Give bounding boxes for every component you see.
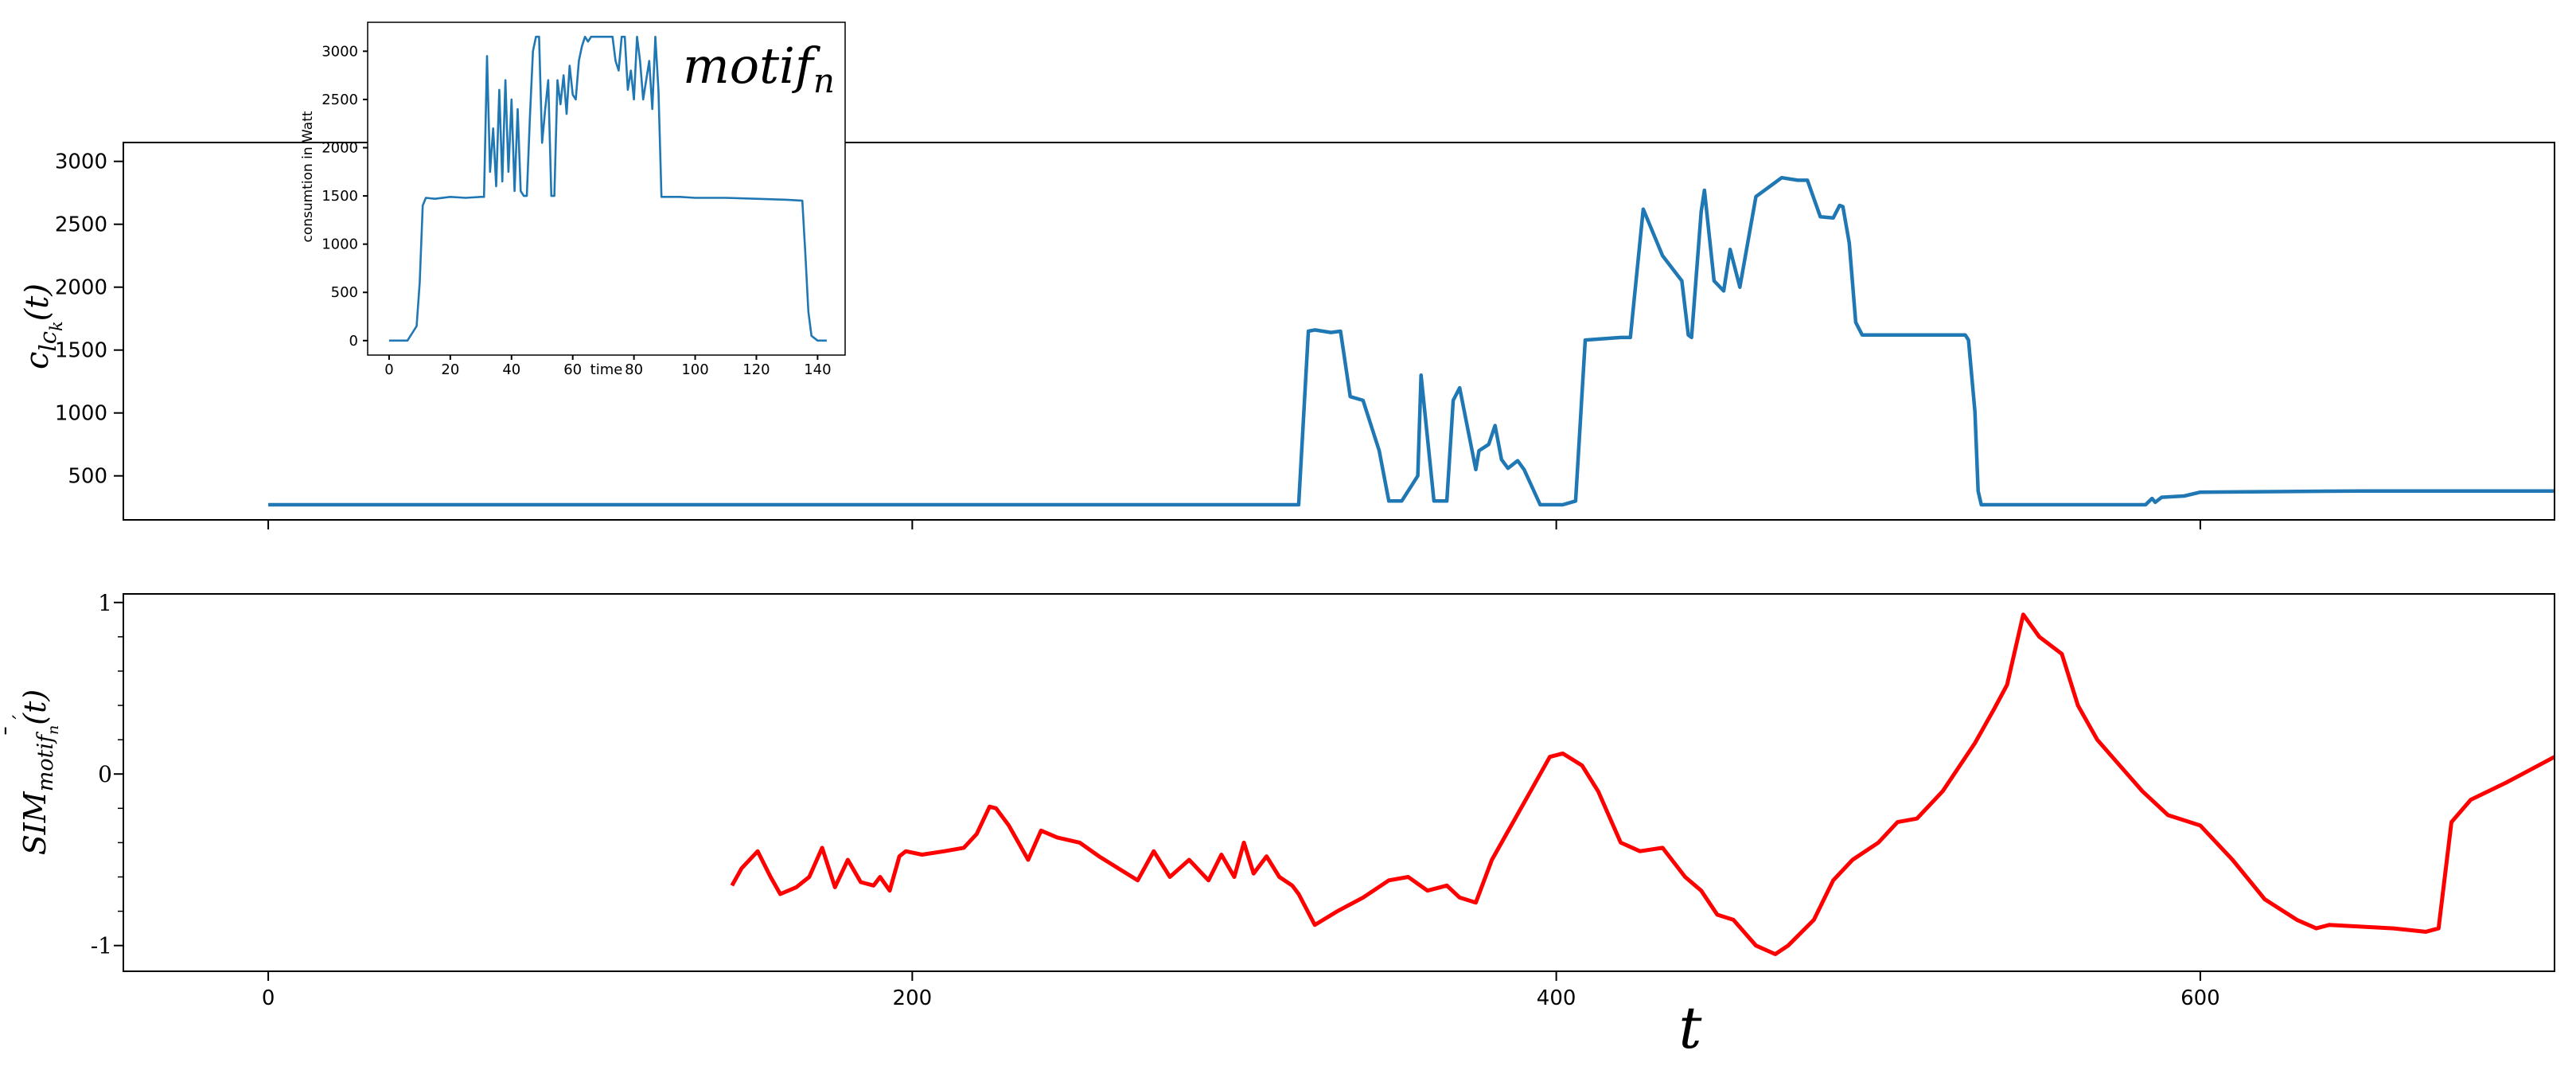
inset-xtick-label: 40	[502, 361, 520, 378]
panel2-xticks: 0 200 400 600	[262, 971, 2220, 1010]
panel2-yticks: -1 0 1	[91, 590, 123, 959]
inset-xtick-label: 0	[384, 361, 393, 378]
panel1-ytick-label: 1000	[55, 402, 107, 426]
panel1-frame	[123, 142, 2555, 521]
panel2-xtick-label: 0	[262, 986, 275, 1010]
panel2-ylabel: SIMmotifn(t)	[18, 689, 62, 855]
panel1-ytick-label: 1500	[55, 339, 107, 363]
inset-xtick-label: 100	[681, 361, 708, 378]
inset-background	[368, 22, 845, 355]
panel1-series-line	[268, 175, 2555, 507]
motif-inset: 0 500 1000 1500 2000 2500 3000 0 20 40 60 80 100 120…	[300, 21, 846, 378]
panel1-ytick-label: 2500	[55, 213, 107, 237]
inset-series-line	[388, 35, 827, 342]
inset-ytick-label: 0	[349, 333, 358, 350]
panel2-ytick-label: -1	[91, 933, 112, 959]
inset-title: motifn	[683, 37, 835, 100]
inset-frame	[367, 21, 846, 356]
inset-ytick-label: 2500	[322, 92, 358, 108]
panel1-ytick-label: 500	[68, 465, 107, 489]
panel1-yticks: 500 1000 1500 2000 2500 3000	[55, 150, 123, 489]
inset-ytick-label: 500	[331, 284, 358, 301]
inset-xtick-label: 120	[742, 361, 770, 378]
panel2-xtick-label: 400	[1537, 986, 1576, 1010]
panel2-ytick-label: 1	[98, 590, 112, 616]
inset-xticks: 0 20 40 60 80 100 120 140	[384, 355, 832, 378]
inset-xtick-label: 80	[625, 361, 643, 378]
panel2-ytick-label: 0	[98, 761, 112, 787]
inset-ytick-label: 3000	[322, 43, 358, 60]
inset-xtick-label: 140	[804, 361, 831, 378]
panel1-ylabel: clck(t)	[19, 283, 66, 369]
panel1-ytick-label: 2000	[55, 276, 107, 300]
x-axis-label: t	[1679, 994, 1703, 1061]
inset-yticks: 0 500 1000 1500 2000 2500 3000	[322, 43, 368, 350]
panel2-xtick-label: 600	[2180, 986, 2220, 1010]
panel2-frame	[123, 593, 2555, 972]
similarity-panel: -1 0 1 0 200 400 600	[91, 590, 2556, 1010]
inset-ytick-label: 2000	[322, 140, 358, 157]
panel2-xtick-label: 200	[893, 986, 933, 1010]
inset-ylabel: consumtion in Watt	[300, 111, 316, 242]
inset-xlabel: time	[590, 361, 623, 378]
inset-ytick-label: 1500	[322, 188, 358, 205]
inset-xtick-label: 60	[563, 361, 582, 378]
panel1-ytick-label: 3000	[55, 150, 107, 174]
panel2-series-line	[730, 612, 2556, 956]
inset-ytick-label: 1000	[322, 236, 358, 253]
panel1-xticks	[267, 520, 2201, 529]
panel2-ylabel-prime: ´	[10, 713, 33, 723]
panel2-ylabel-bar: ¯	[1, 725, 29, 737]
inset-xtick-label: 20	[441, 361, 459, 378]
